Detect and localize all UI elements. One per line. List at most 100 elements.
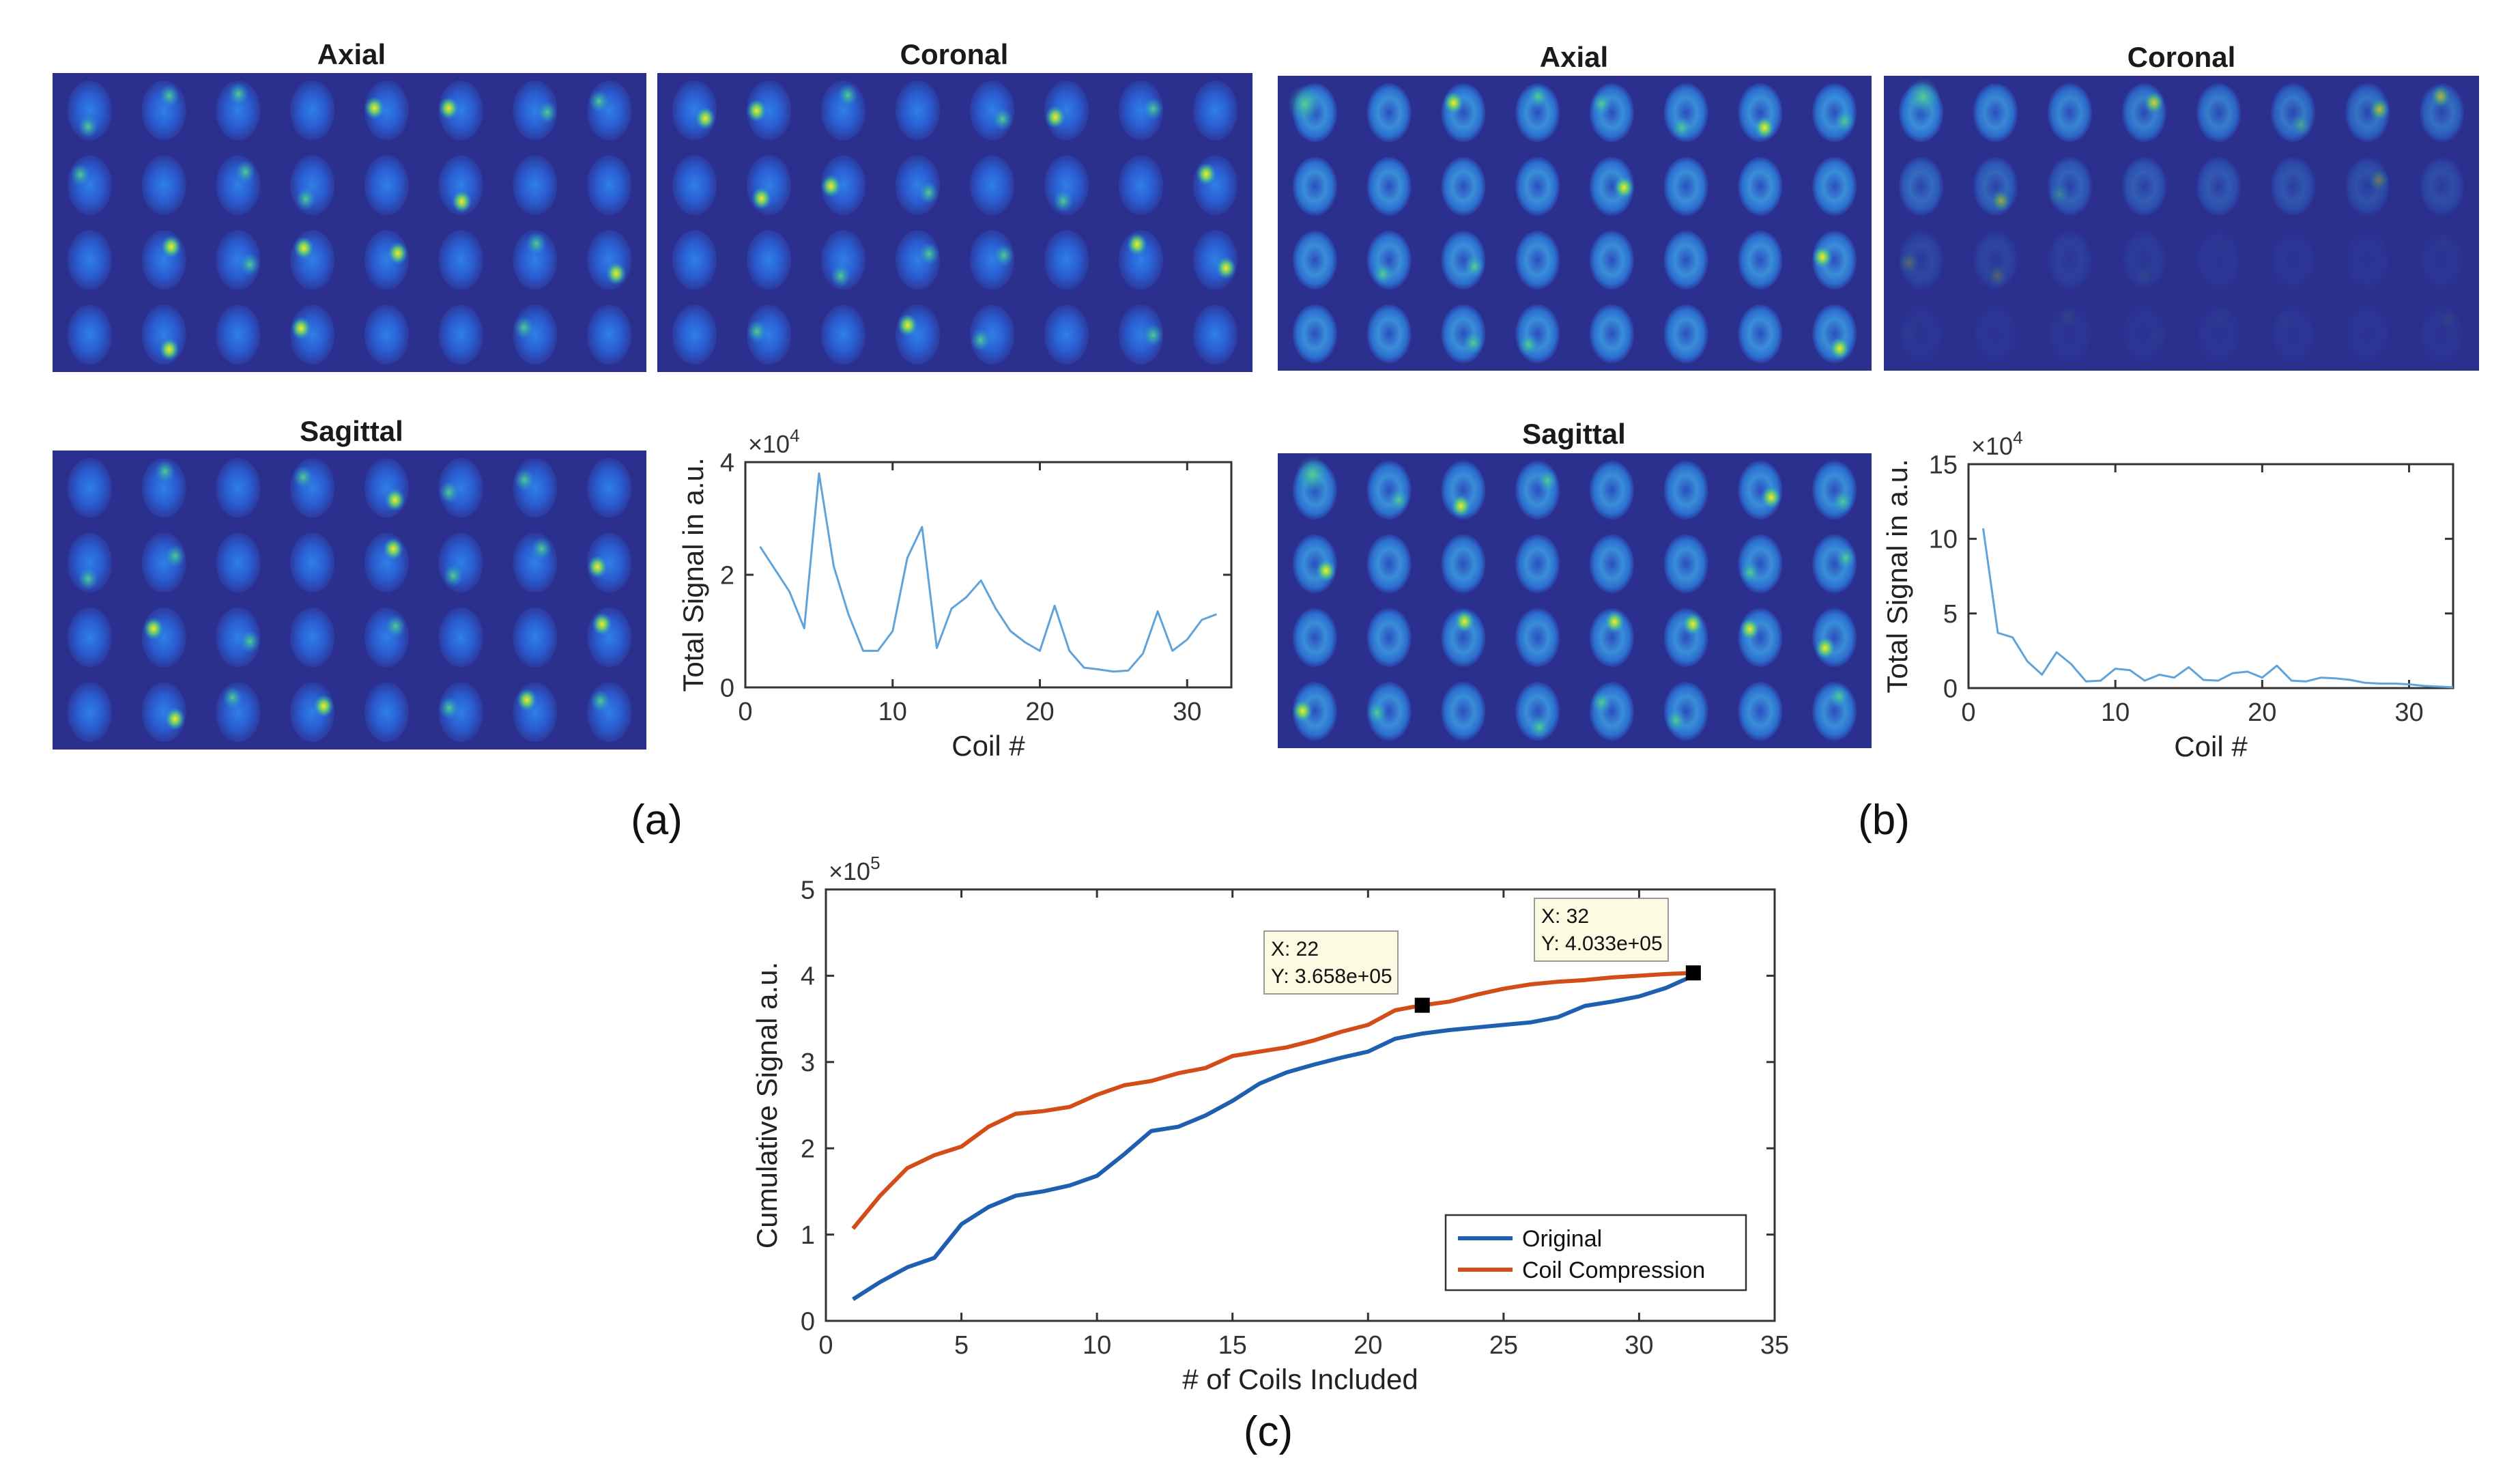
panel-c-datatips: X: 22 Y: 3.658e+05 X: 32 Y: 4.033e+05	[1263, 898, 1701, 1013]
signal-hotspot	[2211, 306, 2231, 330]
panel-b-chart-exponent: ×104	[1971, 427, 2023, 460]
signal-hotspot	[831, 264, 851, 287]
mri-slice	[2121, 83, 2167, 143]
mri-slice	[2121, 230, 2167, 290]
mri-background	[657, 73, 1252, 372]
signal-hotspot	[2431, 85, 2451, 108]
signal-hotspot	[164, 707, 186, 730]
signal-hotspot	[1835, 110, 1855, 132]
panel-a-chart-exponent: ×104	[748, 425, 800, 458]
mri-slice	[67, 80, 112, 141]
x-tick-label: 30	[1624, 1331, 1653, 1360]
panel-c-chart-ylabel: Cumulative Signal a.u.	[751, 962, 783, 1249]
y-tick-label: 2	[801, 1135, 815, 1164]
mri-slice	[2270, 304, 2316, 364]
mri-slice	[290, 229, 335, 290]
mri-slice	[513, 229, 558, 290]
panel-b-chart-series	[1982, 528, 2454, 689]
y-tick-label: 5	[1943, 600, 1958, 629]
mri-slice	[513, 80, 558, 141]
head-outline	[672, 155, 717, 216]
head-outline	[290, 229, 335, 290]
head-outline	[1515, 608, 1560, 668]
signal-hotspot	[994, 244, 1014, 267]
mri-slice	[672, 80, 717, 141]
mri-slice	[290, 607, 335, 668]
mri-slice	[216, 457, 261, 518]
mri-slice	[1515, 608, 1560, 668]
mri-slice	[216, 80, 261, 141]
signal-hotspot	[159, 84, 180, 107]
mri-slice	[2121, 304, 2167, 364]
head-outline	[1898, 304, 1944, 364]
head-outline	[513, 155, 558, 216]
signal-hotspot	[155, 460, 175, 483]
mri-slice	[1515, 83, 1560, 143]
head-outline	[141, 457, 186, 518]
mri-slice	[438, 457, 483, 518]
head-outline	[1515, 230, 1560, 290]
mri-slice	[969, 229, 1015, 290]
head-outline	[895, 80, 941, 141]
signal-hotspot	[1464, 255, 1485, 278]
signal-hotspot	[364, 96, 385, 119]
head-outline	[820, 304, 866, 365]
mri-slice	[746, 304, 792, 365]
axes-box	[744, 461, 1233, 689]
mri-slice	[141, 304, 186, 365]
head-outline	[1973, 304, 2018, 364]
mri-slice	[895, 304, 941, 365]
head-outline	[364, 80, 409, 141]
panel-b-axial-title: Axial	[1540, 41, 1608, 73]
mri-slice	[364, 155, 409, 216]
head-outline	[2196, 83, 2242, 143]
signal-hotspot	[2057, 306, 2078, 329]
panel-a-axial-title: Axial	[317, 38, 386, 70]
mri-slice	[1812, 608, 1857, 668]
mri-slice	[1292, 304, 1337, 364]
x-tick-label: 30	[1173, 698, 1201, 726]
y-tick-label: 4	[720, 448, 734, 477]
signal-hotspot	[1990, 189, 2011, 212]
mri-slice	[2345, 83, 2390, 143]
mri-slice	[1441, 304, 1486, 364]
mri-background	[1278, 453, 1872, 748]
mri-slice	[820, 80, 866, 141]
mri-slice	[67, 155, 112, 216]
head-outline	[1812, 230, 1857, 290]
panel-b-axial-image	[1278, 76, 1872, 371]
plot-area	[745, 462, 1231, 687]
head-outline	[1738, 230, 1783, 290]
mri-slice	[1589, 460, 1634, 520]
mri-slice	[1973, 304, 2018, 364]
signal-hotspot	[1292, 700, 1313, 722]
mri-slice	[1738, 608, 1783, 668]
signal-hotspot	[1899, 251, 1919, 274]
mri-slice	[1292, 534, 1337, 594]
head-outline	[1441, 681, 1486, 741]
mri-slice	[1292, 156, 1337, 216]
mri-slice	[1663, 608, 1708, 668]
datatip-x-text: X: 32	[1541, 905, 1589, 928]
mri-slice	[1366, 460, 1412, 520]
head-outline	[587, 682, 632, 743]
head-outline	[1192, 80, 1238, 141]
plot-area	[1968, 464, 2453, 688]
signal-hotspot	[919, 242, 939, 266]
mri-slice	[2047, 83, 2093, 143]
mri-slice	[895, 80, 941, 141]
mri-slice	[1738, 83, 1783, 143]
mri-slice	[1366, 681, 1412, 741]
x-tick-label: 0	[818, 1331, 833, 1360]
x-tick-label: 20	[1025, 698, 1054, 726]
signal-hotspot	[70, 163, 91, 186]
mri-slice	[216, 304, 261, 365]
x-tick-label: 10	[2101, 698, 2130, 727]
y-tick-label: 10	[1929, 526, 1958, 554]
mri-slice	[67, 532, 112, 593]
head-outline	[2345, 230, 2390, 290]
signal-hotspot	[291, 317, 311, 340]
signal-hotspot	[751, 186, 772, 210]
mri-slice	[1441, 460, 1486, 520]
